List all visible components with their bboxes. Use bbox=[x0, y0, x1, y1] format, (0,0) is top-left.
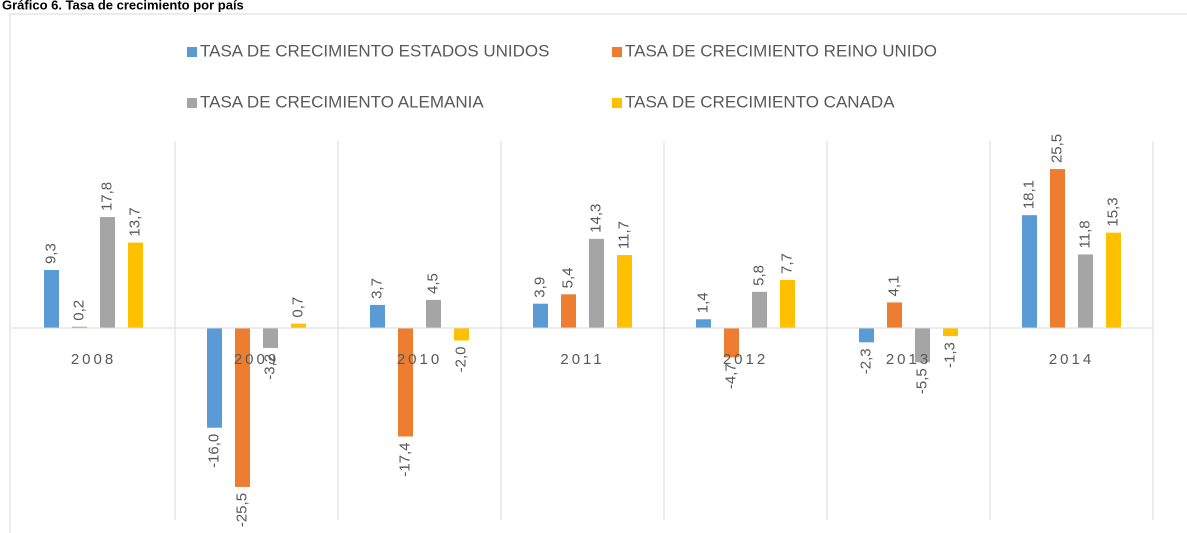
data-label: -16,0 bbox=[205, 434, 222, 468]
data-label: 4,5 bbox=[424, 273, 441, 294]
bar bbox=[398, 328, 413, 437]
data-label: 3,9 bbox=[531, 277, 548, 298]
data-label: 7,7 bbox=[778, 253, 795, 274]
data-label: 0,7 bbox=[289, 297, 306, 318]
data-label: 14,3 bbox=[587, 204, 604, 233]
bar bbox=[533, 303, 548, 328]
data-label: 4,1 bbox=[885, 276, 902, 297]
bar bbox=[859, 328, 874, 343]
bar bbox=[128, 242, 143, 328]
bar bbox=[1022, 215, 1037, 328]
legend-label: TASA DE CRECIMIENTO ALEMANIA bbox=[200, 92, 484, 111]
x-tick-label: 2013 bbox=[886, 351, 931, 368]
data-label: -4,7 bbox=[722, 363, 739, 389]
bar bbox=[780, 280, 795, 328]
legend-swatch bbox=[612, 98, 622, 108]
bar bbox=[44, 270, 59, 328]
data-label: -25,5 bbox=[233, 493, 250, 527]
x-tick-label: 2011 bbox=[560, 351, 604, 368]
x-tick-label: 2014 bbox=[1049, 351, 1094, 368]
legend-label: TASA DE CRECIMIENTO REINO UNIDO bbox=[625, 41, 937, 60]
bar bbox=[589, 238, 604, 328]
data-label: 5,4 bbox=[559, 267, 576, 288]
bar bbox=[915, 328, 930, 363]
data-label: 15,3 bbox=[1104, 197, 1121, 226]
bar bbox=[72, 326, 87, 328]
data-label: 13,7 bbox=[126, 207, 143, 236]
data-label: 5,8 bbox=[750, 265, 767, 286]
bar bbox=[370, 304, 385, 328]
data-label: 1,4 bbox=[694, 292, 711, 313]
data-label: 3,7 bbox=[368, 278, 385, 299]
legend-label: TASA DE CRECIMIENTO CANADA bbox=[625, 92, 895, 111]
bar bbox=[696, 319, 711, 328]
legend-swatch bbox=[612, 47, 622, 57]
data-label: 0,2 bbox=[70, 300, 87, 321]
chart-title: Gráfico 6. Tasa de crecimiento por país bbox=[2, 0, 244, 12]
bar bbox=[1050, 169, 1065, 328]
bar bbox=[100, 217, 115, 328]
data-label: 17,8 bbox=[98, 182, 115, 211]
data-label: -3,2 bbox=[261, 354, 278, 380]
bar bbox=[1078, 254, 1093, 328]
data-label: 25,5 bbox=[1048, 134, 1065, 163]
bar bbox=[426, 299, 441, 328]
bar bbox=[235, 328, 250, 487]
bar bbox=[263, 328, 278, 348]
data-label: -2,0 bbox=[452, 346, 469, 372]
x-tick-label: 2008 bbox=[71, 351, 116, 368]
data-label: -1,3 bbox=[941, 342, 958, 368]
bar bbox=[561, 294, 576, 328]
data-label: -5,5 bbox=[913, 368, 930, 394]
bar bbox=[724, 328, 739, 358]
legend-swatch bbox=[187, 98, 197, 108]
bar bbox=[943, 328, 958, 337]
x-tick-label: 2010 bbox=[397, 351, 442, 368]
data-label: 11,8 bbox=[1076, 220, 1093, 248]
legend-label: TASA DE CRECIMIENTO ESTADOS UNIDOS bbox=[200, 41, 550, 60]
bar bbox=[887, 302, 902, 328]
bar bbox=[291, 323, 306, 328]
bar bbox=[752, 291, 767, 328]
x-tick-label: 2009 bbox=[234, 351, 279, 368]
legend-swatch bbox=[187, 47, 197, 57]
bar bbox=[454, 328, 469, 341]
bar bbox=[617, 255, 632, 328]
data-label: 9,3 bbox=[42, 243, 59, 264]
x-tick-label: 2012 bbox=[723, 351, 768, 368]
bar bbox=[1106, 232, 1121, 328]
data-label: 11,7 bbox=[615, 221, 632, 249]
data-label: -2,3 bbox=[857, 348, 874, 374]
data-label: 18,1 bbox=[1020, 180, 1037, 209]
data-label: -17,4 bbox=[396, 442, 413, 476]
bar bbox=[207, 328, 222, 428]
